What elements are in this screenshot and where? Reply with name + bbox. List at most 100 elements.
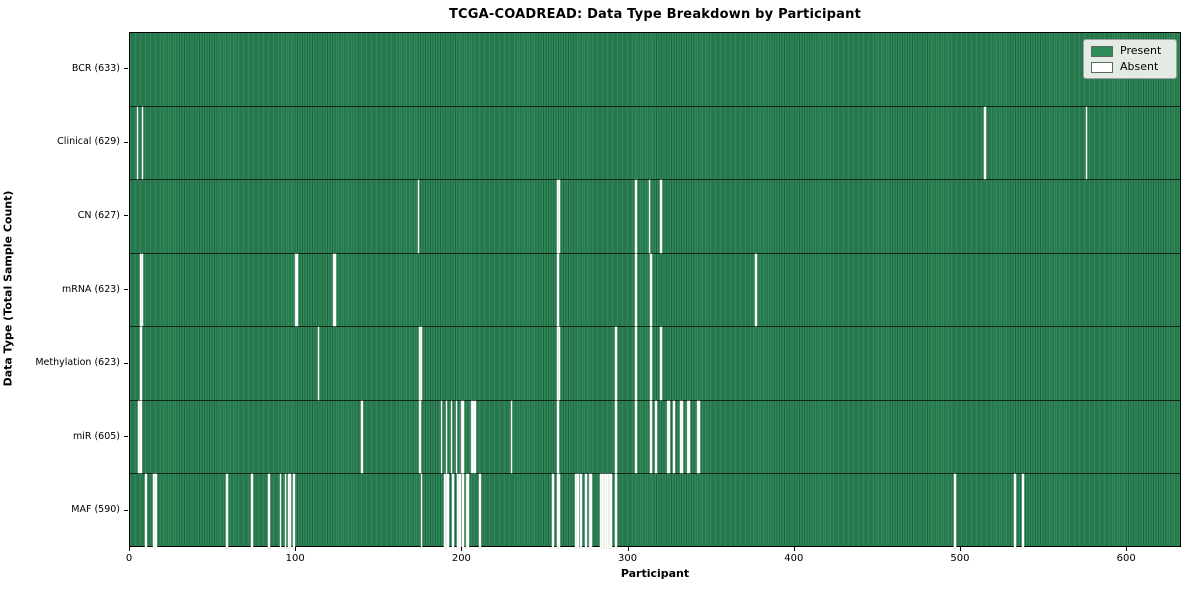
absent-bar <box>558 180 561 253</box>
absent-bar <box>688 400 691 474</box>
absent-bar <box>668 400 671 474</box>
x-tick-mark <box>129 547 130 551</box>
absent-bar <box>603 474 606 548</box>
absent-bar <box>455 400 458 474</box>
y-tick-mark <box>124 141 128 143</box>
row-band-mRNA <box>130 253 1180 328</box>
absent-bar <box>419 327 421 400</box>
absent-bar <box>294 253 297 327</box>
absent-bar <box>296 253 298 327</box>
absent-bar <box>450 400 453 474</box>
absent-bar <box>141 253 144 327</box>
x-tick-mark <box>959 547 961 551</box>
plot-area <box>129 32 1181 548</box>
absent-bar <box>696 400 699 474</box>
absent-bar <box>615 400 617 474</box>
y-tick-label-CN: CN (627) <box>77 209 120 221</box>
absent-bar <box>660 180 662 253</box>
absent-bar <box>279 474 282 548</box>
absent-bar <box>552 474 554 548</box>
absent-bar <box>600 474 602 548</box>
absent-bar <box>460 400 463 474</box>
absent-bar <box>660 327 662 400</box>
absent-bar <box>577 474 579 548</box>
row-band-MAF <box>130 474 1180 548</box>
absent-bar <box>680 400 682 474</box>
absent-bar <box>681 400 684 474</box>
row-band-miR <box>130 400 1180 475</box>
absent-bar <box>419 400 421 474</box>
legend-item-present: Present <box>1091 45 1168 57</box>
absent-bar <box>635 180 637 253</box>
x-tick-mark <box>295 547 297 551</box>
absent-bar <box>472 400 474 474</box>
y-tick-mark <box>124 289 128 290</box>
y-tick-mark <box>124 362 128 364</box>
absent-bar <box>601 474 604 548</box>
row-band-BCR <box>130 33 1180 107</box>
y-tick-label-Clinical: Clinical (629) <box>57 136 120 148</box>
absent-bar <box>445 400 448 474</box>
absent-bar <box>575 474 578 548</box>
x-tick-label-500: 500 <box>950 553 970 564</box>
absent-bar <box>608 474 611 548</box>
absent-swatch <box>1091 61 1113 73</box>
absent-bar <box>467 474 470 548</box>
x-tick-mark <box>793 547 795 551</box>
x-tick-label-400: 400 <box>784 553 804 564</box>
absent-bar <box>650 327 652 400</box>
absent-bar <box>445 474 448 548</box>
absent-bar <box>635 400 637 474</box>
absent-bar <box>984 106 986 180</box>
absent-bar <box>686 400 689 474</box>
absent-bar <box>138 400 140 474</box>
x-tick-mark <box>627 547 629 551</box>
absent-bar <box>462 474 465 548</box>
y-tick-mark <box>124 436 128 438</box>
chart-title: TCGA-COADREAD: Data Type Breakdown by Pa… <box>448 7 862 22</box>
absent-bar <box>1014 474 1016 548</box>
absent-bar <box>417 180 420 253</box>
row-band-Clinical <box>130 106 1180 181</box>
absent-bar <box>479 474 481 548</box>
absent-bar <box>440 400 443 474</box>
absent-bar <box>317 327 320 400</box>
absent-bar <box>153 474 155 548</box>
y-tick-mark <box>124 215 128 217</box>
absent-bar <box>698 400 701 474</box>
absent-bar <box>610 474 612 548</box>
x-tick-label-300: 300 <box>618 553 638 564</box>
x-tick-label-200: 200 <box>451 553 471 564</box>
absent-bar <box>267 474 270 548</box>
absent-bar <box>474 400 476 474</box>
absent-bar <box>139 400 142 474</box>
absent-bar <box>452 474 455 548</box>
y-tick-label-Methylation: Methylation (623) <box>35 357 120 369</box>
legend-label-absent: Absent <box>1120 60 1159 73</box>
absent-bar <box>666 400 669 474</box>
absent-bar <box>462 400 465 474</box>
y-tick-label-MAF: MAF (590) <box>71 504 120 516</box>
absent-bar <box>558 327 561 400</box>
absent-bar <box>673 400 676 474</box>
row-band-CN <box>130 180 1180 254</box>
absent-bar <box>557 474 559 548</box>
absent-bar <box>447 474 450 548</box>
y-tick-label-BCR: BCR (633) <box>71 62 120 74</box>
absent-bar <box>754 253 757 327</box>
absent-bar <box>332 253 335 327</box>
x-tick-label-600: 600 <box>1116 553 1136 564</box>
absent-bar <box>510 400 513 474</box>
absent-bar <box>606 474 609 548</box>
absent-bar <box>615 327 617 400</box>
absent-bar <box>420 474 423 548</box>
absent-bar <box>457 474 460 548</box>
absent-bar <box>1022 474 1025 548</box>
absent-bar <box>590 474 592 548</box>
absent-bar <box>444 474 446 548</box>
absent-bar <box>1085 106 1088 180</box>
legend-item-absent: Absent <box>1091 61 1168 73</box>
legend: Present Absent <box>1083 39 1177 79</box>
absent-bar <box>585 474 588 548</box>
